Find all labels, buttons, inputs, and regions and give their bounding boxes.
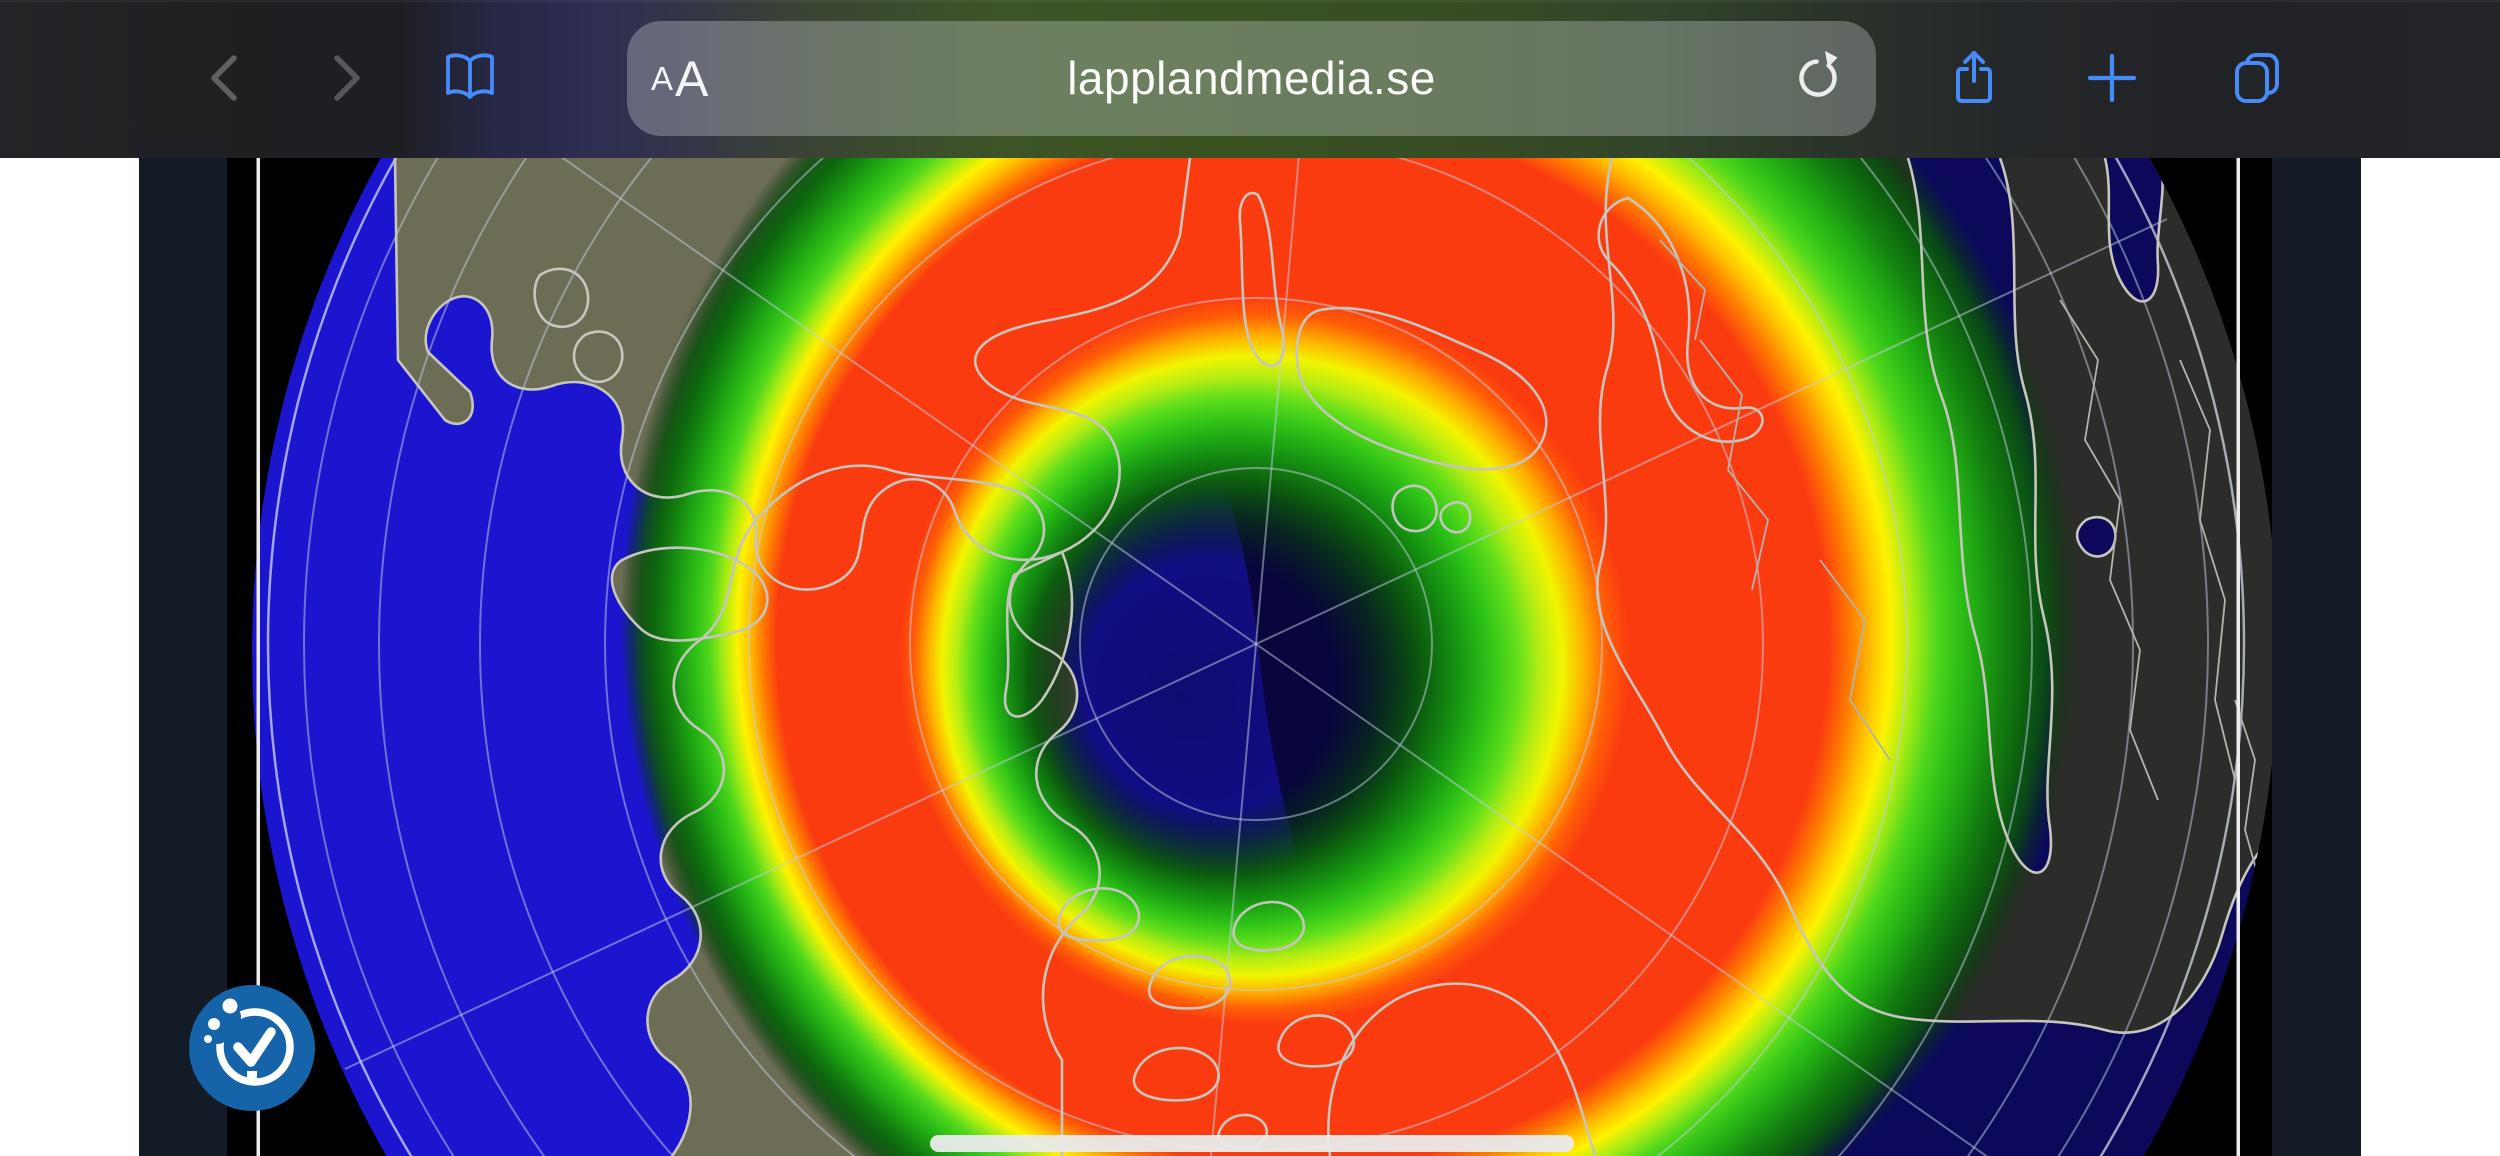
- cookie-check-icon: [204, 998, 294, 1086]
- bookmarks-button[interactable]: [440, 48, 500, 108]
- tab-overview-icon: [2235, 53, 2279, 103]
- tabs-button[interactable]: [2227, 48, 2287, 108]
- map-frame-line-right: [2236, 158, 2240, 1156]
- cookie-badge-circle: [189, 985, 315, 1111]
- aurora-map-svg: [227, 0, 2278, 1156]
- forward-button[interactable]: [313, 48, 373, 108]
- reload-button[interactable]: [1788, 48, 1848, 108]
- aurora-oval: [620, 0, 2080, 1156]
- reader-a-small: A: [651, 59, 674, 97]
- globe-group: [252, 0, 2278, 1156]
- cookie-consent-button[interactable]: [187, 983, 317, 1113]
- graticule: [266, 0, 2246, 1156]
- home-indicator[interactable]: [930, 1135, 1574, 1152]
- chevron-left-icon: [211, 55, 237, 101]
- reader-a-large: A: [675, 50, 709, 107]
- address-bar[interactable]: A A lapplandmedia.se: [627, 21, 1876, 136]
- reader-options-button[interactable]: A A: [651, 21, 708, 136]
- coastlines: [393, 157, 2273, 1156]
- share-up-arrow-icon: [1956, 51, 1992, 103]
- url-label: lapplandmedia.se: [1067, 52, 1436, 104]
- reload-arrowhead: [1825, 51, 1838, 68]
- share-button[interactable]: [1944, 48, 2004, 108]
- plus-icon: [2087, 53, 2137, 103]
- map-frame-line-left: [256, 158, 260, 1156]
- back-button[interactable]: [198, 48, 258, 108]
- chevron-right-icon: [334, 55, 360, 101]
- safari-toolbar: A A lapplandmedia.se: [0, 0, 2500, 158]
- reload-icon: [1799, 59, 1837, 97]
- country-borders: [1659, 239, 2263, 891]
- open-book-icon: [446, 53, 494, 99]
- new-tab-button[interactable]: [2082, 48, 2142, 108]
- aurora-forecast-map: [227, 0, 2278, 1156]
